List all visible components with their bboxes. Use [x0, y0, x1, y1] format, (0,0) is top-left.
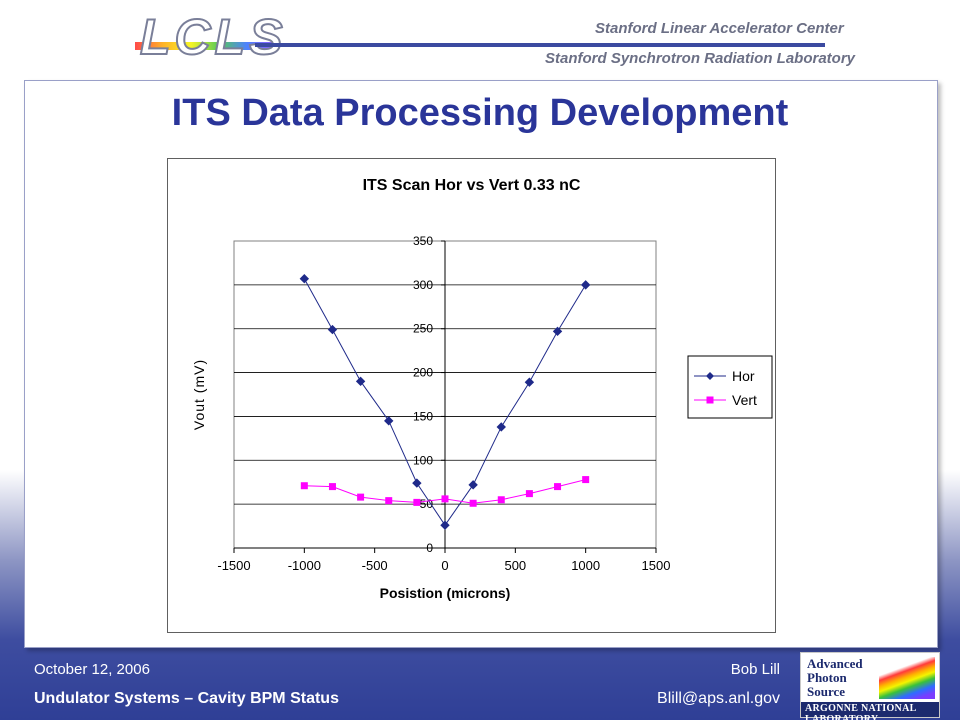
- aps-line-2: Photon: [807, 670, 847, 685]
- data-point-vert: [300, 482, 308, 490]
- x-tick-label: 1000: [571, 558, 600, 573]
- data-point-vert: [582, 476, 590, 484]
- logo-rainbow-stripe: [135, 42, 275, 50]
- x-tick-label: -1000: [288, 558, 321, 573]
- y-tick-label: 200: [413, 366, 433, 380]
- data-point-hor: [327, 324, 338, 335]
- legend-label-hor: Hor: [732, 368, 755, 384]
- x-tick-label: 500: [504, 558, 526, 573]
- data-point-hor: [524, 377, 535, 387]
- chart-frame: ITS Scan Hor vs Vert 0.33 nC 0 50 100 150 20…: [167, 158, 776, 633]
- chart-title: ITS Scan Hor vs Vert 0.33 nC: [362, 177, 581, 194]
- legend-marker-hor: [706, 372, 714, 380]
- y-tick-label: 250: [413, 322, 433, 336]
- data-point-hor: [355, 376, 366, 387]
- footer-subtitle: Undulator Systems – Cavity BPM Status: [34, 690, 339, 707]
- y-tick-label: 100: [413, 453, 433, 467]
- data-point-vert: [413, 498, 421, 506]
- header-bar: LCLS Stanford Linear Accelerator Center …: [0, 0, 960, 72]
- x-tick-label: -500: [362, 558, 388, 573]
- data-point-hor: [440, 520, 450, 530]
- aps-line-1: Advanced: [807, 656, 863, 671]
- y-tick-label: 150: [413, 409, 433, 423]
- data-point-hor: [412, 478, 422, 488]
- aps-lab-bar: [801, 702, 939, 717]
- legend-box: [687, 355, 773, 419]
- x-axis-label: Posistion (microns): [380, 585, 511, 601]
- data-point-vert: [525, 490, 533, 498]
- footer-email: Blill@aps.anl.gov: [657, 690, 780, 707]
- legend-label-vert: Vert: [732, 392, 757, 408]
- data-point-hor: [468, 480, 478, 490]
- data-point-vert: [328, 483, 336, 491]
- slide-title: ITS Data Processing Development: [171, 92, 789, 134]
- data-point-vert: [385, 497, 393, 505]
- data-point-vert: [497, 496, 505, 504]
- institution-slac: Stanford Linear Accelerator Center: [595, 20, 844, 37]
- data-point-hor: [496, 422, 506, 432]
- data-point-hor: [580, 280, 591, 290]
- header-rule: [255, 43, 825, 47]
- aps-logo: Advanced Photon Source ARGONNE NATIONAL …: [800, 652, 940, 725]
- x-tick-label: 1500: [642, 558, 671, 573]
- y-tick-label: 350: [413, 234, 433, 248]
- x-tick-label: -1500: [217, 558, 250, 573]
- aps-lab-name: ARGONNE NATIONAL LABORATORY: [805, 703, 917, 725]
- data-point-hor: [299, 274, 310, 284]
- x-tick-label: 0: [441, 558, 448, 573]
- data-point-hor: [384, 416, 394, 426]
- data-point-vert: [469, 499, 477, 507]
- data-point-vert: [441, 495, 449, 503]
- aps-line-3: Source: [807, 684, 846, 699]
- data-point-vert: [357, 493, 365, 501]
- data-point-hor: [552, 326, 563, 337]
- institution-ssrl: Stanford Synchrotron Radiation Laborator…: [545, 50, 856, 67]
- y-axis-label: Vout (mV): [191, 359, 207, 430]
- footer-presenter: Bob Lill: [730, 661, 780, 678]
- legend-marker-vert: [706, 396, 714, 404]
- aps-rainbow-graphic: [879, 657, 935, 699]
- lcls-logo-text: LCLS: [139, 8, 287, 66]
- y-tick-label: 300: [413, 278, 433, 292]
- footer-date: October 12, 2006: [34, 661, 150, 678]
- lcls-logo: LCLS: [139, 8, 287, 66]
- data-point-vert: [554, 483, 562, 491]
